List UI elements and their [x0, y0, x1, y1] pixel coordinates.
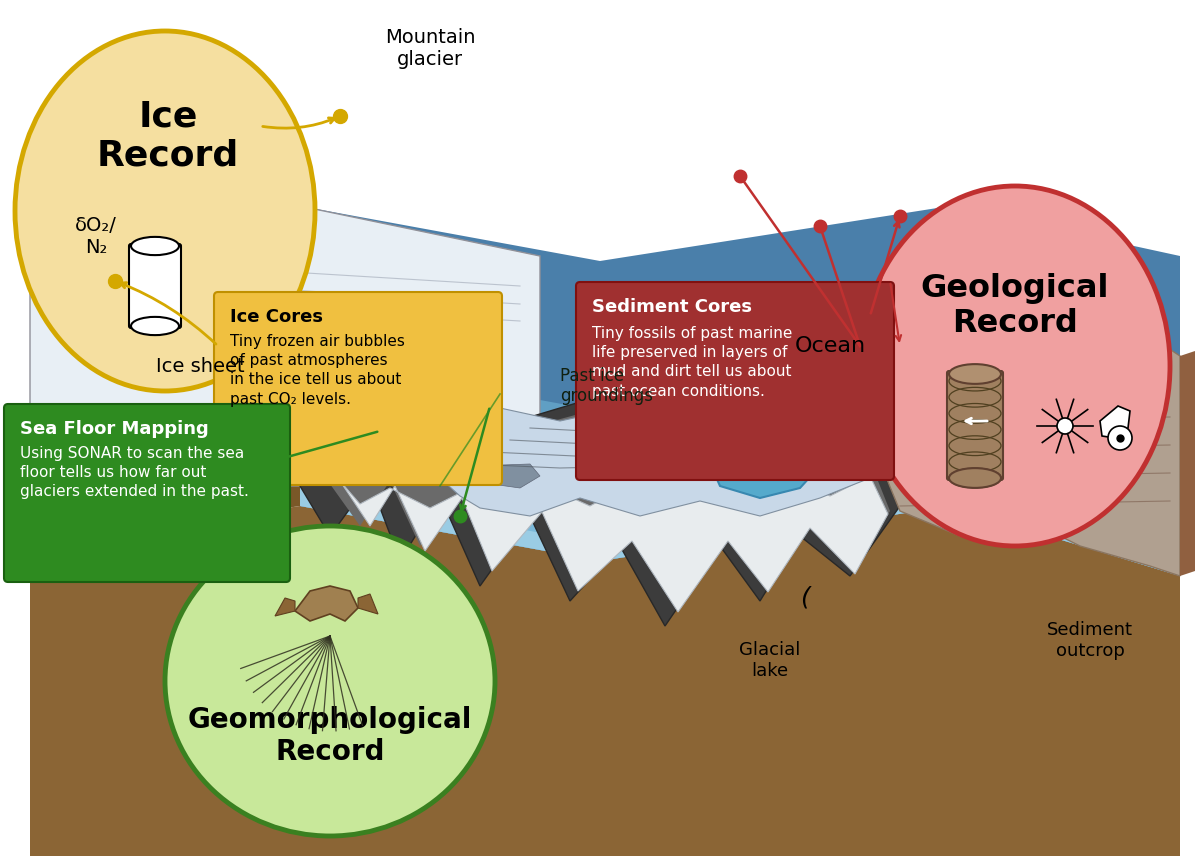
- Ellipse shape: [520, 438, 600, 463]
- Polygon shape: [275, 598, 295, 616]
- FancyBboxPatch shape: [130, 244, 181, 328]
- Polygon shape: [865, 336, 1180, 576]
- Ellipse shape: [860, 186, 1170, 546]
- Text: Ice
Record: Ice Record: [97, 99, 239, 173]
- Ellipse shape: [166, 526, 496, 836]
- Ellipse shape: [593, 432, 648, 450]
- Text: Ice Cores: Ice Cores: [230, 308, 323, 326]
- Polygon shape: [270, 396, 900, 626]
- Polygon shape: [30, 206, 540, 486]
- Polygon shape: [30, 506, 1180, 856]
- Polygon shape: [400, 438, 450, 468]
- Text: Mountain
glacier: Mountain glacier: [385, 28, 475, 69]
- Polygon shape: [295, 586, 358, 621]
- Ellipse shape: [14, 31, 314, 391]
- Text: Tiny fossils of past marine
life preserved in layers of
mud and dirt tell us abo: Tiny fossils of past marine life preserv…: [592, 326, 792, 399]
- Ellipse shape: [949, 468, 1001, 488]
- Polygon shape: [1180, 351, 1195, 576]
- Text: Sea Floor Mapping: Sea Floor Mapping: [20, 420, 209, 438]
- Polygon shape: [310, 411, 890, 608]
- Text: Ice sheet: Ice sheet: [156, 356, 245, 376]
- Text: δO₂/
N₂: δO₂/ N₂: [76, 216, 116, 257]
- Text: Tiny frozen air bubbles
of past atmospheres
in the ice tell us about
past CO₂ le: Tiny frozen air bubbles of past atmosphe…: [230, 334, 404, 407]
- Ellipse shape: [131, 317, 179, 335]
- Polygon shape: [358, 594, 378, 614]
- Text: Glacial
lake: Glacial lake: [739, 641, 800, 680]
- Circle shape: [1057, 418, 1073, 434]
- Text: Sediment
outcrop: Sediment outcrop: [1046, 621, 1133, 660]
- Text: Ocean: Ocean: [794, 336, 865, 356]
- Ellipse shape: [949, 364, 1001, 383]
- Polygon shape: [340, 474, 888, 612]
- Polygon shape: [470, 464, 540, 488]
- Circle shape: [1108, 426, 1132, 450]
- Text: Geological
Record: Geological Record: [920, 272, 1109, 339]
- Ellipse shape: [618, 464, 662, 478]
- FancyBboxPatch shape: [947, 371, 1003, 480]
- Ellipse shape: [674, 448, 725, 464]
- Polygon shape: [300, 356, 1180, 576]
- FancyBboxPatch shape: [576, 282, 894, 480]
- Text: (: (: [800, 586, 810, 610]
- Polygon shape: [300, 206, 1180, 576]
- Polygon shape: [430, 406, 880, 516]
- FancyBboxPatch shape: [4, 404, 290, 582]
- Ellipse shape: [131, 237, 179, 255]
- Polygon shape: [30, 478, 1180, 576]
- Text: Past ice
groundings: Past ice groundings: [560, 366, 653, 406]
- Text: Geomorphological
Record: Geomorphological Record: [188, 706, 472, 766]
- Ellipse shape: [450, 451, 510, 471]
- Polygon shape: [300, 436, 1180, 576]
- Polygon shape: [712, 428, 820, 498]
- Polygon shape: [1100, 406, 1130, 438]
- FancyBboxPatch shape: [214, 292, 502, 485]
- Polygon shape: [300, 488, 1180, 576]
- Text: Using SONAR to scan the sea
floor tells us how far out
glaciers extended in the : Using SONAR to scan the sea floor tells …: [20, 446, 248, 499]
- Text: Sediment Cores: Sediment Cores: [592, 298, 752, 316]
- Polygon shape: [30, 176, 300, 256]
